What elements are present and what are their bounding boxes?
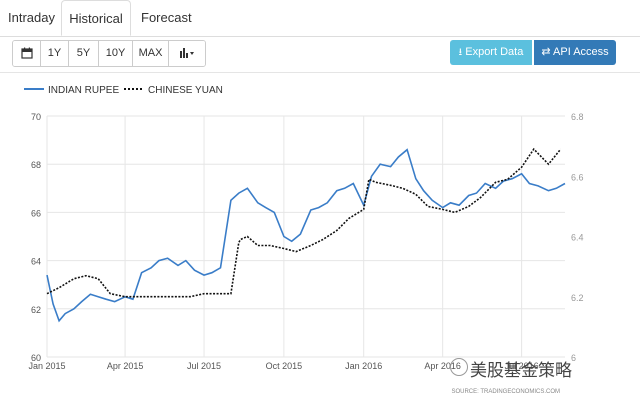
x-tick-label: Jan 2016 xyxy=(345,361,382,371)
chart-toolbar: 1Y 5Y 10Y MAX ⭳ Export Data ⇄ API Access xyxy=(0,36,640,68)
y-right-tick-label: 6.8 xyxy=(571,112,584,122)
y-left-tick-label: 66 xyxy=(31,208,41,218)
x-tick-label: Jul 2016 xyxy=(505,361,539,371)
x-tick-label: Apr 2015 xyxy=(107,361,144,371)
y-right-tick-label: 6.6 xyxy=(571,172,584,182)
api-access-button[interactable]: ⇄ API Access xyxy=(534,40,616,65)
wechat-logo xyxy=(450,358,468,376)
toolbar-divider xyxy=(0,72,640,73)
tab-forecast[interactable]: Forecast xyxy=(141,10,192,25)
calendar-button[interactable] xyxy=(13,41,41,66)
series-line-indian-rupee xyxy=(46,148,566,323)
swap-icon: ⇄ xyxy=(541,46,551,58)
watermark-text: 美股基金策略 xyxy=(470,361,572,381)
tab-intraday[interactable]: Intraday xyxy=(8,10,55,25)
download-icon: ⭳ xyxy=(458,47,463,58)
export-data-label: Export Data xyxy=(465,46,524,58)
tab-bar: Intraday Historical Forecast xyxy=(0,0,640,37)
y-right-tick-label: 6 xyxy=(571,353,576,363)
tab-historical[interactable]: Historical xyxy=(61,0,131,36)
chart-type-button[interactable] xyxy=(169,41,205,66)
y-right-tick-label: 6.4 xyxy=(571,233,584,243)
y-left-tick-label: 64 xyxy=(31,257,41,267)
y-right-tick-label: 6.2 xyxy=(571,293,584,303)
legend-yuan-label: CHINESE YUAN xyxy=(148,85,223,96)
api-access-label: API Access xyxy=(553,46,609,58)
range-5y-button[interactable]: 5Y xyxy=(69,41,99,66)
x-tick-label: Jul 2015 xyxy=(187,361,221,371)
range-10y-button[interactable]: 10Y xyxy=(99,41,133,66)
legend-rupee-label: INDIAN RUPEE xyxy=(48,85,119,96)
y-left-tick-label: 68 xyxy=(31,160,41,170)
y-left-tick-label: 60 xyxy=(31,353,41,363)
range-1y-button[interactable]: 1Y xyxy=(41,41,69,66)
y-left-tick-label: 62 xyxy=(31,305,41,315)
series-line-chinese-yuan xyxy=(46,147,562,298)
x-tick-label: Oct 2015 xyxy=(266,361,303,371)
x-tick-label: Apr 2016 xyxy=(424,361,461,371)
bar-chart-icon xyxy=(180,48,194,58)
export-data-button[interactable]: ⭳ Export Data xyxy=(450,40,532,65)
range-button-group: 1Y 5Y 10Y MAX xyxy=(12,40,206,67)
source-credit: SOURCE: TRADINGECONOMICS.COM xyxy=(451,389,560,395)
calendar-icon xyxy=(20,47,33,59)
x-tick-label: Jan 2015 xyxy=(28,361,65,371)
y-left-tick-label: 70 xyxy=(31,112,41,122)
exchange-rate-chart: INDIAN RUPEE CHINESE YUAN 60 62 64 66 68 70 6 6.2… xyxy=(24,85,584,395)
range-max-button[interactable]: MAX xyxy=(133,41,169,66)
